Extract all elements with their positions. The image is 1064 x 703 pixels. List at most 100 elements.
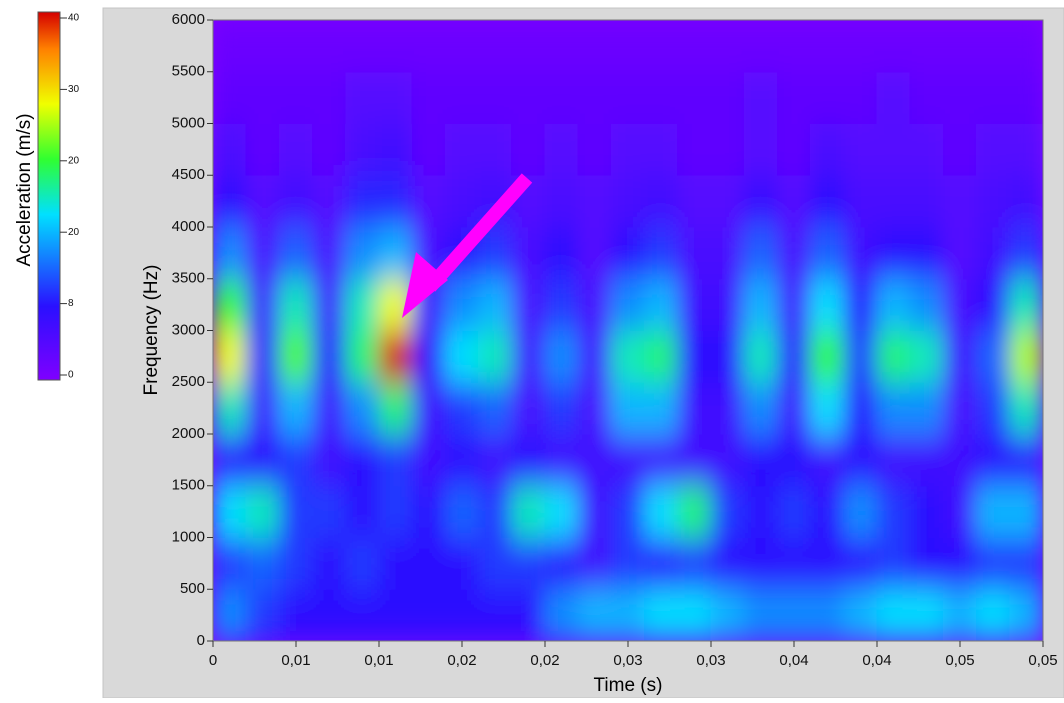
heatmap-cell <box>743 71 778 124</box>
heatmap-cell <box>511 537 546 590</box>
heatmap-cell <box>909 71 944 124</box>
heatmap-cell <box>1009 174 1043 228</box>
heatmap-cell <box>810 537 845 590</box>
heatmap-cell <box>942 330 978 383</box>
heatmap-cell <box>345 537 380 590</box>
heatmap-cell <box>213 123 247 176</box>
heatmap-cell <box>677 226 712 280</box>
heatmap-cell <box>810 278 845 331</box>
heatmap-cell <box>976 485 1011 538</box>
heatmap-cell <box>810 381 845 435</box>
heatmap-cell <box>677 123 712 176</box>
heatmap-cell <box>577 537 612 590</box>
heatmap-cell <box>278 588 314 641</box>
heatmap-cell <box>444 123 480 176</box>
heatmap-cell <box>710 123 745 176</box>
heatmap-cell <box>278 278 314 331</box>
heatmap-cell <box>942 226 978 280</box>
heatmap-cell <box>1009 588 1043 641</box>
heatmap-cell <box>743 381 778 435</box>
heatmap-cell <box>345 330 380 383</box>
heatmap-cell <box>411 330 446 383</box>
heatmap-cell <box>478 433 513 487</box>
heatmap-cell <box>677 381 712 435</box>
heatmap-cell <box>278 174 314 228</box>
heatmap-cell <box>743 433 778 487</box>
heatmap-cell <box>843 71 878 124</box>
arrow-head <box>402 252 448 318</box>
heatmap-cell <box>478 588 513 641</box>
x-tick-label: 0,01 <box>281 652 310 669</box>
heatmap-cell <box>876 278 911 331</box>
heatmap-cell <box>677 20 712 73</box>
x-tick-label: 0 <box>209 652 217 669</box>
heatmap-cell <box>942 123 978 176</box>
heatmap-cell <box>511 123 546 176</box>
y-tick-label: 1500 <box>172 477 205 494</box>
heatmap-cell <box>843 537 878 590</box>
colorbar-label: Acceleration (m/s) <box>14 113 35 266</box>
heatmap-cell <box>444 174 480 228</box>
heatmap-cell <box>909 123 944 176</box>
heatmap-cell <box>810 123 845 176</box>
heatmap-cell <box>976 381 1011 435</box>
heatmap-cell <box>378 226 413 280</box>
heatmap-cell <box>577 226 612 280</box>
heatmap-cell <box>245 278 280 331</box>
heatmap-cell <box>312 71 347 124</box>
heatmap-cell <box>976 433 1011 487</box>
heatmap-cell <box>710 278 745 331</box>
heatmap-cell <box>610 588 646 641</box>
heatmap-cell <box>411 537 446 590</box>
heatmap-cell <box>610 71 646 124</box>
y-tick-label: 1000 <box>172 528 205 545</box>
heatmap-cell <box>610 485 646 538</box>
heatmap-cell <box>644 278 679 331</box>
heatmap-cell <box>577 174 612 228</box>
heatmap-cell <box>245 485 280 538</box>
heatmap-cell <box>544 174 579 228</box>
heatmap-cell <box>544 226 579 280</box>
y-tick-label: 4000 <box>172 218 205 235</box>
heatmap-cell <box>909 537 944 590</box>
y-tick-label: 5000 <box>172 114 205 131</box>
heatmap-cell <box>544 485 579 538</box>
heatmap <box>213 20 1043 641</box>
heatmap-cell <box>1009 381 1043 435</box>
heatmap-cell <box>776 433 812 487</box>
heatmap-cell <box>544 278 579 331</box>
heatmap-cell <box>444 588 480 641</box>
heatmap-cell <box>378 330 413 383</box>
heatmap-cell <box>312 433 347 487</box>
heatmap-cell <box>876 537 911 590</box>
heatmap-cell <box>378 71 413 124</box>
heatmap-cell <box>942 537 978 590</box>
heatmap-cell <box>976 278 1011 331</box>
heatmap-cell <box>776 588 812 641</box>
heatmap-cell <box>345 485 380 538</box>
heatmap-cell <box>544 588 579 641</box>
x-tick-label: 0,05 <box>1028 652 1057 669</box>
heatmap-cell <box>278 485 314 538</box>
heatmap-cell <box>213 537 247 590</box>
heatmap-cell <box>876 588 911 641</box>
heatmap-cell <box>876 381 911 435</box>
heatmap-cell <box>710 71 745 124</box>
heatmap-cell <box>909 588 944 641</box>
heatmap-cell <box>511 278 546 331</box>
heatmap-cell <box>378 485 413 538</box>
heatmap-cell <box>1009 71 1043 124</box>
heatmap-cell <box>942 71 978 124</box>
heatmap-cell <box>909 174 944 228</box>
heatmap-cell <box>776 381 812 435</box>
heatmap-cell <box>577 381 612 435</box>
heatmap-cell <box>976 226 1011 280</box>
x-tick-label: 0,03 <box>613 652 642 669</box>
heatmap-cell <box>909 330 944 383</box>
heatmap-cell <box>411 71 446 124</box>
heatmap-cell <box>644 485 679 538</box>
heatmap-cell <box>810 330 845 383</box>
heatmap-cell <box>577 588 612 641</box>
heatmap-cell <box>710 485 745 538</box>
